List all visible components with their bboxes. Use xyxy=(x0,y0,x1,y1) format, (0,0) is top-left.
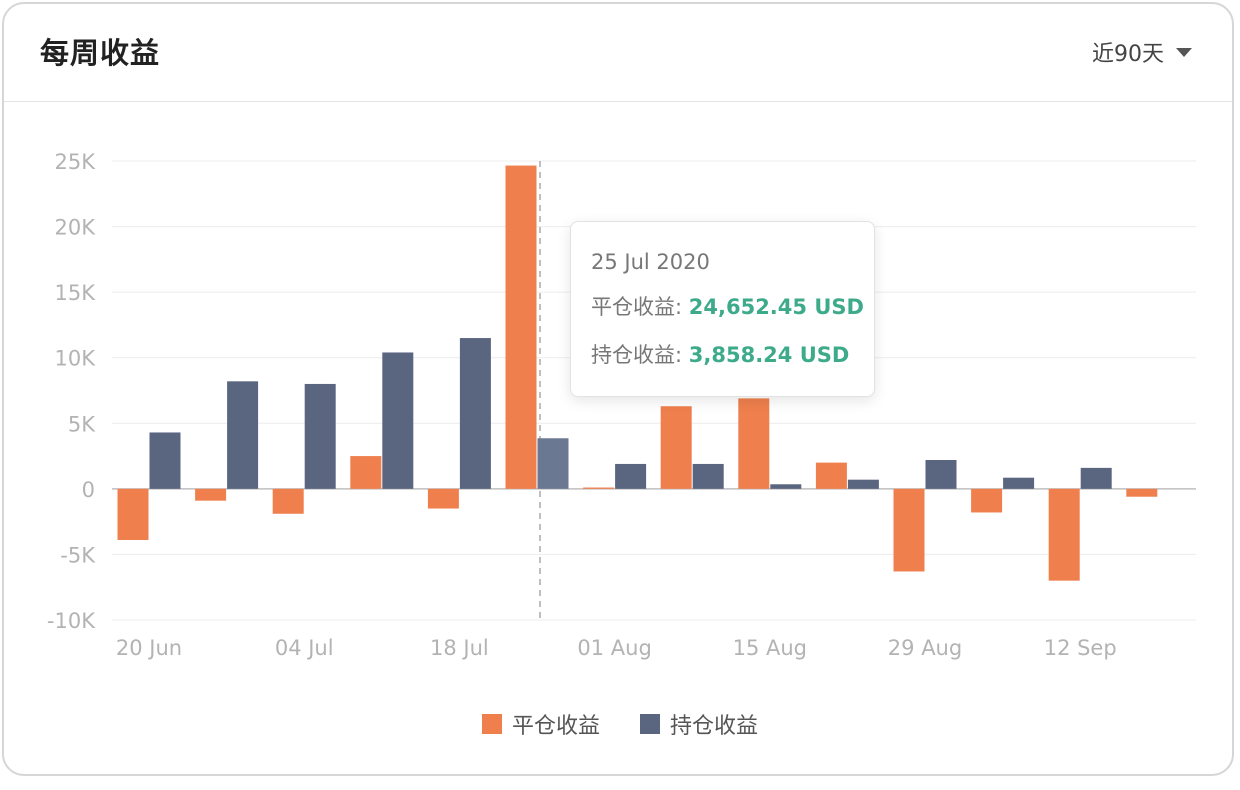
card-title: 每周收益 xyxy=(40,36,161,70)
bar-realized xyxy=(505,165,537,489)
x-tick-label: 12 Sep xyxy=(1044,636,1117,660)
legend-swatch-realized xyxy=(481,714,502,734)
x-tick-label: 01 Aug xyxy=(577,636,651,660)
bar-realized xyxy=(893,488,925,572)
bar-realized xyxy=(427,488,459,509)
y-tick-label: 5K xyxy=(68,412,96,436)
x-tick-label: 18 Jul xyxy=(430,636,489,660)
bar-unrealized xyxy=(382,352,414,489)
bar-unrealized xyxy=(615,463,647,489)
bar-realized xyxy=(660,406,692,489)
bar-unrealized xyxy=(227,381,259,489)
bar-unrealized xyxy=(304,383,336,489)
legend-label-realized: 平仓收益 xyxy=(511,714,600,739)
tooltip-date: 25 Jul 2020 xyxy=(591,250,710,274)
tooltip-value-unrealized: 3,858.24 USD xyxy=(688,343,850,367)
legend-item-unrealized[interactable]: 持仓收益 xyxy=(640,708,758,740)
bar-realized xyxy=(117,488,149,541)
bar-unrealized xyxy=(537,438,569,489)
chart-tooltip: 25 Jul 2020 平仓收益: 24,652.45 USD 持仓收益: 3,… xyxy=(570,221,875,397)
bar-unrealized xyxy=(1080,467,1112,489)
x-tick-label: 20 Jun xyxy=(116,636,182,660)
bar-realized xyxy=(272,488,304,514)
x-tick-label: 15 Aug xyxy=(733,636,807,660)
tooltip-row-realized: 平仓收益: 24,652.45 USD xyxy=(591,291,874,321)
bar-realized xyxy=(971,488,1003,513)
bar-realized xyxy=(195,488,227,501)
bar-unrealized xyxy=(149,432,181,489)
bar-realized xyxy=(583,487,615,489)
tooltip-value-realized: 24,652.45 USD xyxy=(688,295,864,319)
y-tick-label: 15K xyxy=(55,281,97,305)
bar-realized xyxy=(815,462,847,489)
bar-unrealized xyxy=(770,484,802,489)
y-tick-label: 0 xyxy=(82,478,95,502)
bar-unrealized xyxy=(459,338,491,489)
bar-unrealized xyxy=(1003,477,1035,489)
chart-legend: 平仓收益 持仓收益 xyxy=(0,708,1240,740)
tooltip-label-realized: 平仓收益: xyxy=(591,295,689,319)
y-tick-label: 10K xyxy=(55,347,97,371)
y-tick-label: 20K xyxy=(55,216,97,240)
bar-unrealized xyxy=(847,479,879,489)
y-tick-label: -10K xyxy=(47,609,96,633)
card-header: 每周收益 近90天 xyxy=(4,4,1232,102)
bar-realized xyxy=(350,456,382,489)
bar-unrealized xyxy=(692,463,724,489)
tooltip-row-unrealized: 持仓收益: 3,858.24 USD xyxy=(591,339,874,369)
y-tick-label: -5K xyxy=(60,543,96,567)
legend-label-unrealized: 持仓收益 xyxy=(670,714,759,739)
legend-item-realized[interactable]: 平仓收益 xyxy=(481,708,600,740)
y-tick-label: 25K xyxy=(55,150,97,174)
tooltip-label-unrealized: 持仓收益: xyxy=(591,343,689,367)
time-range-label: 近90天 xyxy=(1092,42,1164,67)
bar-realized xyxy=(1126,488,1158,497)
bar-unrealized xyxy=(925,460,957,489)
bar-realized xyxy=(1048,488,1080,581)
legend-swatch-unrealized xyxy=(640,714,660,734)
bar-realized xyxy=(738,398,770,489)
time-range-dropdown[interactable]: 近90天 xyxy=(1092,36,1192,68)
caret-down-icon xyxy=(1176,47,1192,57)
x-tick-label: 04 Jul xyxy=(275,636,334,660)
x-tick-label: 29 Aug xyxy=(888,636,962,660)
